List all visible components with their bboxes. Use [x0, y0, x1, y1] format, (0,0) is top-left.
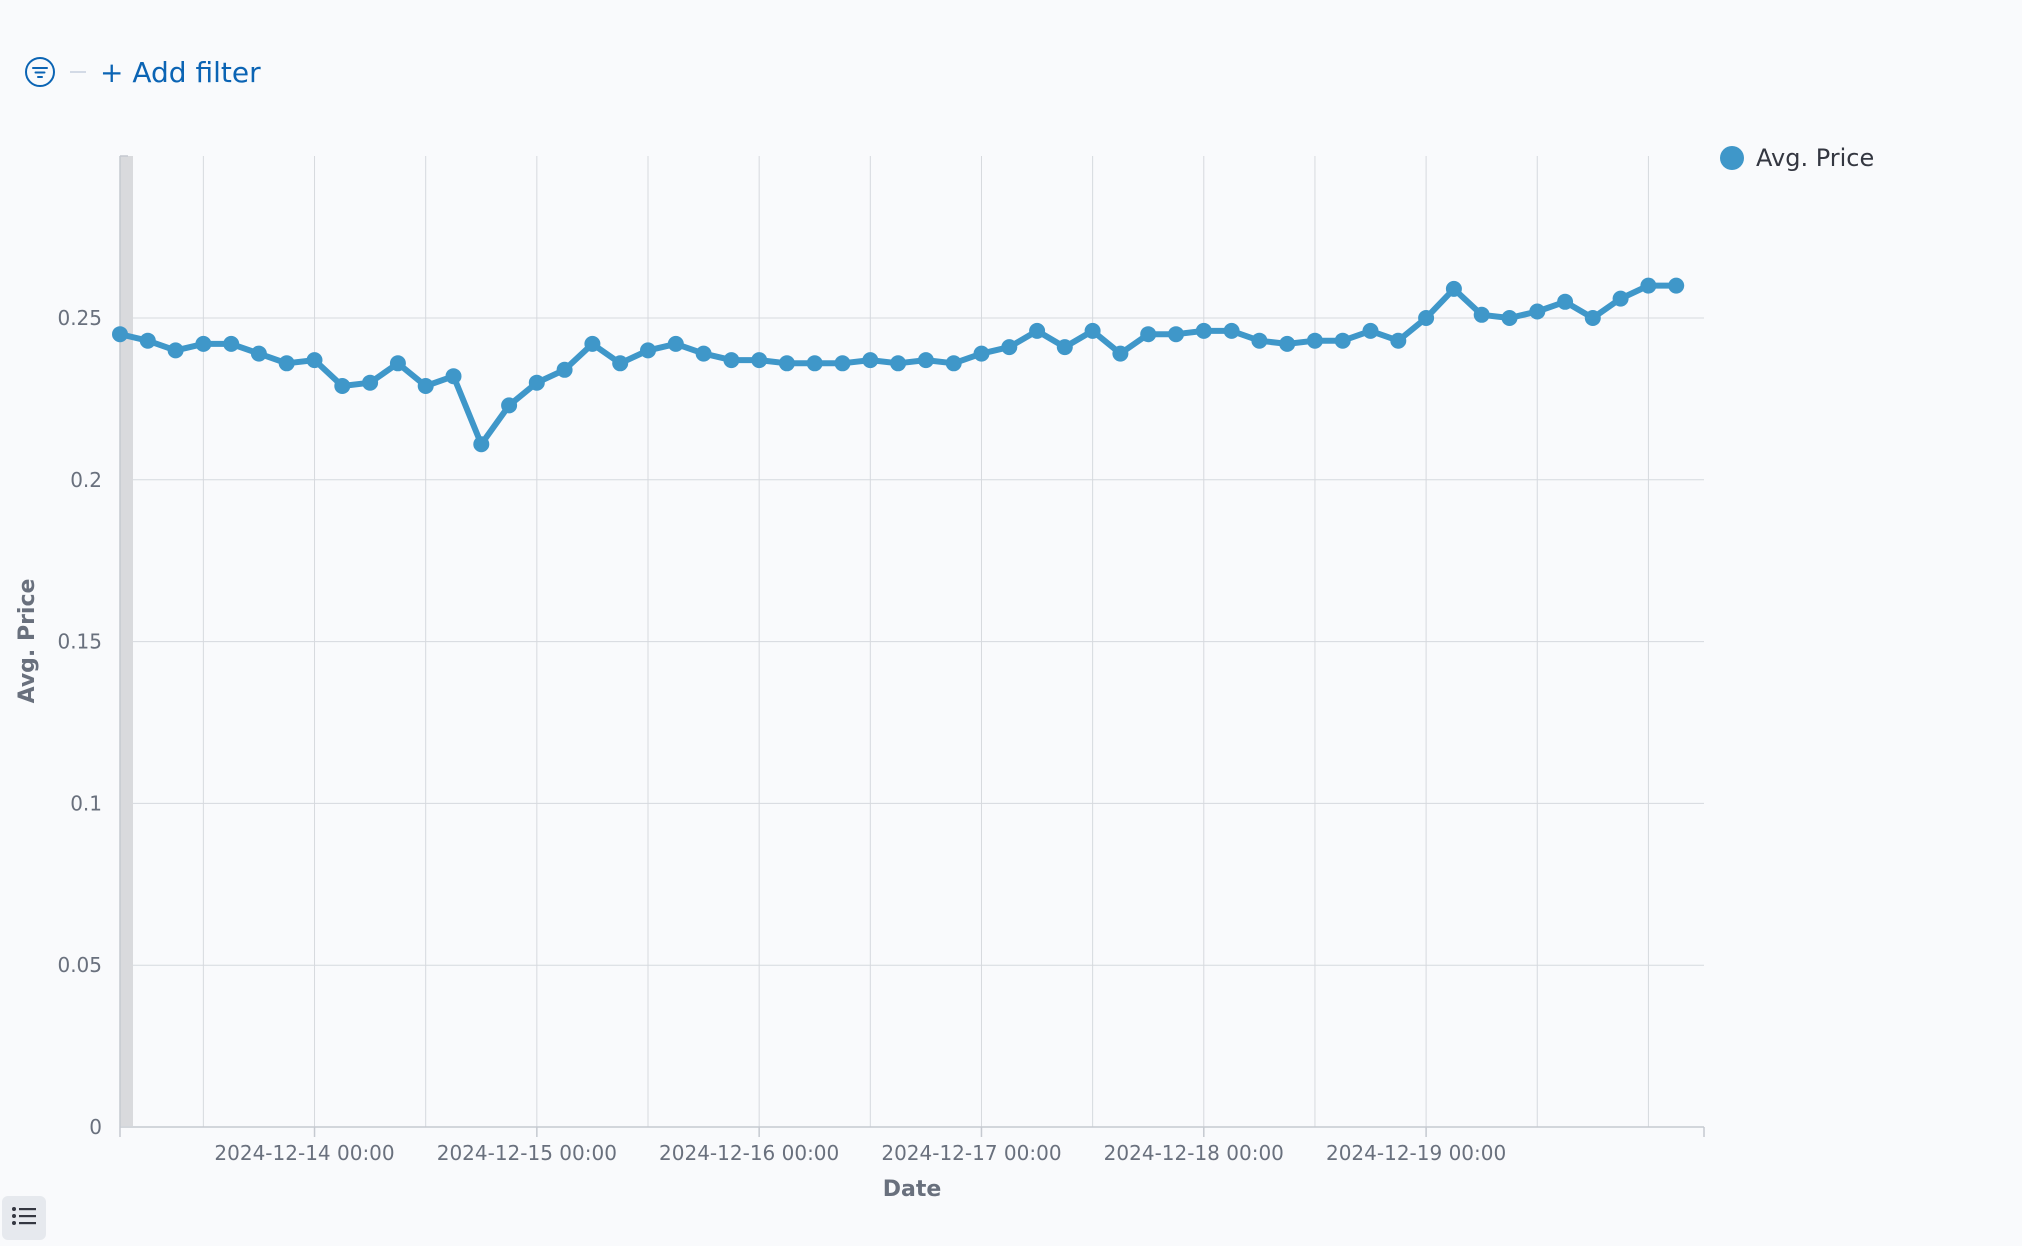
filter-icon[interactable] — [22, 54, 58, 90]
y-tick-label: 0.15 — [57, 630, 102, 654]
x-tick-label: 2024-12-17 00:00 — [881, 1141, 1061, 1165]
y-tick-label: 0.25 — [57, 306, 102, 330]
series-avg-price — [112, 277, 1685, 453]
data-point[interactable] — [945, 355, 962, 372]
data-point[interactable] — [917, 352, 934, 369]
data-point[interactable] — [751, 352, 768, 369]
data-point[interactable] — [306, 352, 323, 369]
data-point[interactable] — [862, 352, 879, 369]
data-point[interactable] — [1168, 326, 1184, 343]
x-tick-label: 2024-12-15 00:00 — [437, 1141, 617, 1165]
data-point[interactable] — [1279, 335, 1296, 352]
data-point[interactable] — [445, 368, 462, 385]
x-tick-label: 2024-12-16 00:00 — [659, 1141, 839, 1165]
data-point[interactable] — [1195, 322, 1212, 339]
legend-toggle-button[interactable] — [2, 1196, 46, 1240]
data-point[interactable] — [1640, 277, 1657, 294]
data-point[interactable] — [1334, 332, 1351, 349]
x-tick-label: 2024-12-14 00:00 — [214, 1141, 394, 1165]
data-point[interactable] — [250, 345, 267, 362]
filter-bar: + Add filter — [22, 52, 261, 92]
data-point[interactable] — [806, 355, 823, 372]
data-point[interactable] — [278, 355, 295, 372]
axes: 0 0.05 0.1 0.15 0.2 0.25 2024-12-14 00:00 2024-… — [57, 155, 1705, 1165]
add-filter-button[interactable]: + Add filter — [100, 55, 261, 89]
data-point[interactable] — [1390, 332, 1407, 349]
brush-handle[interactable] — [120, 156, 133, 1126]
data-point[interactable] — [1001, 339, 1018, 356]
data-point[interactable] — [417, 378, 434, 394]
data-point[interactable] — [667, 335, 684, 352]
data-point[interactable] — [1140, 326, 1157, 343]
data-point[interactable] — [1418, 310, 1435, 326]
y-tick-label: 0 — [89, 1115, 102, 1139]
data-point[interactable] — [1056, 339, 1073, 356]
data-point[interactable] — [473, 436, 490, 453]
data-point[interactable] — [1362, 322, 1379, 339]
data-point[interactable] — [1473, 306, 1490, 323]
data-point[interactable] — [695, 345, 712, 362]
data-point[interactable] — [389, 355, 406, 372]
legend-label: Avg. Price — [1756, 144, 1875, 172]
data-point[interactable] — [1668, 277, 1685, 294]
data-point[interactable] — [167, 342, 184, 359]
data-point[interactable] — [890, 355, 907, 372]
data-point[interactable] — [1029, 322, 1046, 339]
data-point[interactable] — [1306, 332, 1323, 349]
legend-color-swatch — [1720, 146, 1744, 170]
grid-lines — [120, 156, 1704, 1127]
data-point[interactable] — [612, 355, 629, 372]
data-point[interactable] — [834, 355, 851, 372]
data-point[interactable] — [1584, 310, 1601, 326]
data-point[interactable] — [640, 342, 656, 359]
data-point[interactable] — [501, 397, 518, 414]
data-point[interactable] — [1557, 293, 1574, 310]
data-point[interactable] — [1112, 345, 1129, 362]
x-axis-title: Date — [883, 1177, 942, 1202]
data-point[interactable] — [1501, 310, 1518, 326]
data-point[interactable] — [1223, 322, 1240, 339]
data-point[interactable] — [1445, 280, 1462, 297]
data-point[interactable] — [112, 326, 128, 343]
list-icon — [11, 1205, 37, 1231]
data-point[interactable] — [1084, 322, 1101, 339]
data-point[interactable] — [556, 361, 573, 378]
data-point[interactable] — [528, 374, 545, 391]
y-tick-label: 0.05 — [57, 953, 102, 977]
data-point[interactable] — [1529, 303, 1546, 320]
data-point[interactable] — [778, 355, 795, 372]
data-point[interactable] — [1612, 290, 1629, 307]
data-point[interactable] — [362, 374, 379, 391]
data-point[interactable] — [1251, 332, 1268, 349]
y-tick-label: 0.1 — [70, 791, 102, 815]
data-point[interactable] — [195, 335, 212, 352]
data-point[interactable] — [973, 345, 990, 362]
data-point[interactable] — [584, 335, 601, 352]
y-axis-title: Avg. Price — [15, 579, 40, 704]
filter-separator — [70, 71, 86, 73]
data-point[interactable] — [723, 352, 740, 369]
x-tick-label: 2024-12-18 00:00 — [1104, 1141, 1284, 1165]
legend-item-avg-price[interactable]: Avg. Price — [1720, 144, 1874, 172]
y-tick-label: 0.2 — [70, 468, 102, 492]
data-point[interactable] — [223, 335, 240, 352]
x-tick-label: 2024-12-19 00:00 — [1326, 1141, 1506, 1165]
data-point[interactable] — [139, 332, 156, 349]
data-point[interactable] — [334, 378, 351, 394]
